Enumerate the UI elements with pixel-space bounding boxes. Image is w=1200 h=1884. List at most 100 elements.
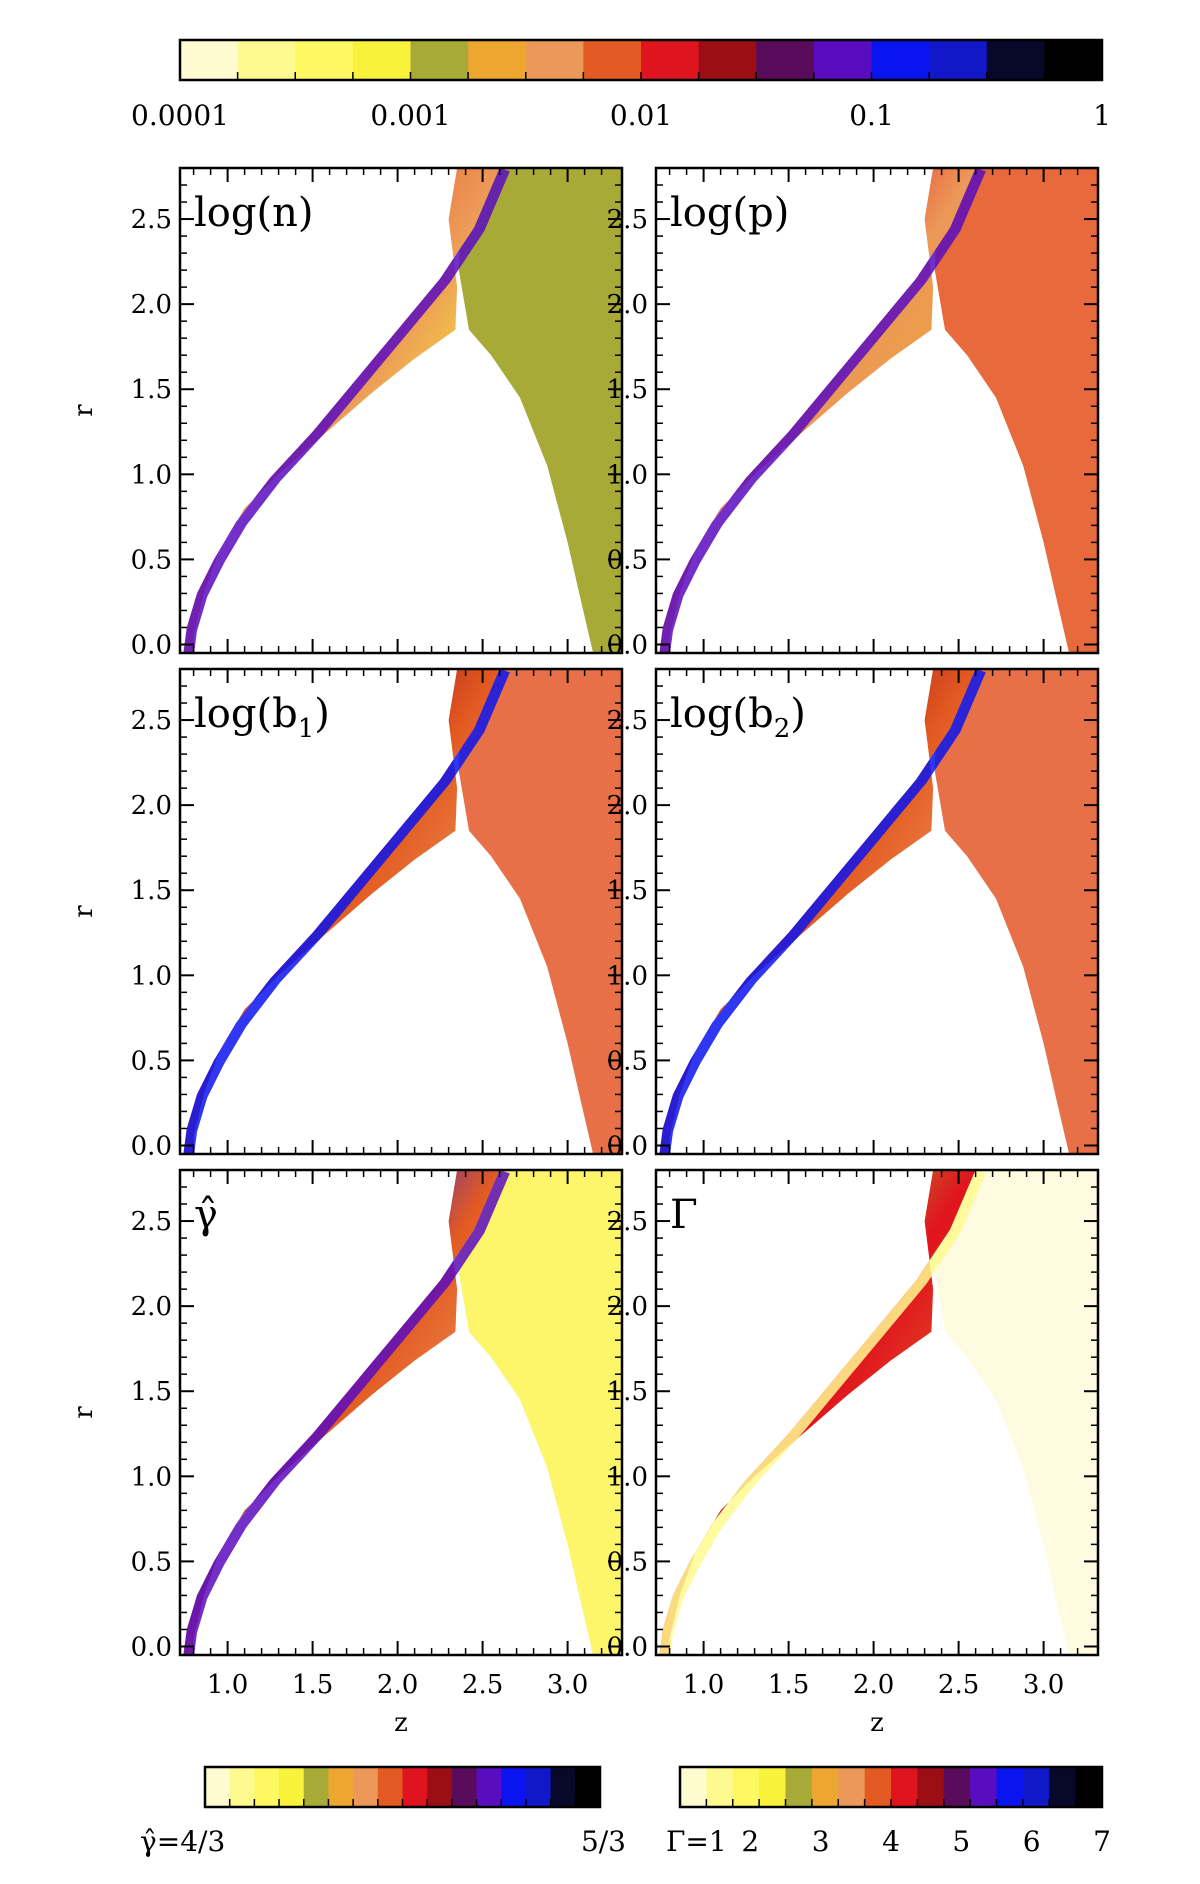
y-tick-label: 2.5 <box>607 1207 648 1237</box>
y-tick-label: 1.5 <box>131 1377 172 1407</box>
lorentz-colorbar-tick-label: 7 <box>1093 1825 1111 1858</box>
lorentz-colorbar-swatch <box>943 1767 971 1807</box>
gamma-colorbar-swatch <box>402 1767 428 1807</box>
gamma-colorbar-left-label: γ̂=4/3 <box>140 1825 225 1858</box>
top-colorbar-swatch <box>237 40 296 80</box>
x-axis-title: z <box>870 1708 884 1738</box>
lorentz-colorbar-swatch <box>996 1767 1024 1807</box>
y-tick-label: 0.5 <box>131 1046 172 1076</box>
panel-label-sub: 2 <box>774 714 791 744</box>
panel-frame <box>654 667 1100 1156</box>
top-colorbar-swatch <box>583 40 642 80</box>
x-tick-label: 1.5 <box>768 1670 809 1700</box>
panels-grid: 0.0 0.5 1.0 1.5 2.0 2.5 r log(n) 0.0 0.5 1.0 1.5 2.0… <box>69 166 1100 1738</box>
top-colorbar-tick-label: 0.001 <box>370 99 450 132</box>
lorentz-colorbar-swatch <box>1049 1767 1077 1807</box>
y-tick-label: 2.5 <box>607 205 648 235</box>
lorentz-colorbar-tick-label: 6 <box>1023 1825 1041 1858</box>
top-colorbar-swatch <box>871 40 930 80</box>
x-tick-label: 3.0 <box>547 1670 588 1700</box>
x-axis-title: z <box>394 1708 408 1738</box>
y-axis-title: r <box>69 905 99 918</box>
panel-content <box>183 1170 622 1655</box>
panel-content <box>659 1170 1098 1655</box>
panel-label-base: log(b <box>194 691 298 737</box>
panel-frame <box>654 166 1100 655</box>
lorentz-colorbar-tick-label: 3 <box>812 1825 830 1858</box>
top-colorbar-tick-label: 0.01 <box>610 99 672 132</box>
gamma-colorbar-swatch <box>279 1767 305 1807</box>
panel-label-base: log(b <box>670 691 774 737</box>
panel-content <box>183 168 622 653</box>
panel-frame <box>178 166 624 655</box>
x-tick-label: 2.0 <box>377 1670 418 1700</box>
top-colorbar-swatch <box>1044 40 1103 80</box>
x-tick-label: 1.0 <box>207 1670 248 1700</box>
y-tick-label: 0.5 <box>607 545 648 575</box>
post-shock-region <box>458 669 622 1154</box>
panel-content <box>659 168 1098 653</box>
y-tick-label: 0.0 <box>131 1131 172 1161</box>
top-colorbar-swatch <box>698 40 757 80</box>
y-tick-label: 0.5 <box>131 545 172 575</box>
y-tick-label: 2.5 <box>131 205 172 235</box>
top-colorbar-tick-label: 0.1 <box>849 99 894 132</box>
panel-content <box>183 669 622 1154</box>
gamma-colorbar-swatch <box>303 1767 329 1807</box>
top-colorbar-tick-label: 1 <box>1093 99 1111 132</box>
top-colorbar-swatch <box>525 40 584 80</box>
top-colorbar-swatch <box>295 40 354 80</box>
post-shock-region <box>934 168 1098 653</box>
y-tick-label: 1.5 <box>131 375 172 405</box>
top-colorbar: 0.0001 0.001 0.01 0.1 1 <box>131 38 1111 132</box>
gamma-colorbar-swatch <box>525 1767 552 1807</box>
lorentz-colorbar-swatch <box>917 1767 945 1807</box>
y-tick-label: 1.5 <box>131 876 172 906</box>
gamma-colorbar-swatch <box>229 1767 255 1807</box>
y-tick-label: 0.5 <box>131 1547 172 1577</box>
lorentz-colorbar-swatch <box>759 1767 786 1807</box>
gamma-colorbar-swatch <box>353 1767 379 1807</box>
panel-label: log(b1) <box>194 691 330 744</box>
gamma-colorbar-swatch <box>205 1767 231 1807</box>
y-axis-title: r <box>69 1406 99 1419</box>
post-shock-region <box>458 1170 622 1655</box>
y-tick-label: 2.0 <box>131 791 172 821</box>
y-tick-label: 0.0 <box>131 630 172 660</box>
gamma-colorbar-frame <box>203 1765 602 1809</box>
x-tick-label: 1.0 <box>683 1670 724 1700</box>
gamma-colorbar-right-label: 5/3 <box>581 1825 626 1858</box>
lorentz-colorbar-swatch <box>1022 1767 1050 1807</box>
x-tick-label: 1.5 <box>292 1670 333 1700</box>
y-tick-label: 1.0 <box>131 961 172 991</box>
top-colorbar-swatch <box>352 40 411 80</box>
y-tick-label: 0.0 <box>607 1632 648 1662</box>
panel-label: log(n) <box>194 190 313 236</box>
top-colorbar-swatch <box>641 40 700 80</box>
panel-log-b2: 0.0 0.5 1.0 1.5 2.0 2.5 log(b2) <box>607 667 1100 1161</box>
gamma-colorbar-swatch <box>328 1767 354 1807</box>
x-tick-label: 3.0 <box>1023 1670 1064 1700</box>
panel-label: Γ <box>670 1192 698 1238</box>
gamma-colorbar-swatch <box>427 1767 453 1807</box>
top-colorbar-tick-label: 0.0001 <box>131 99 229 132</box>
lorentz-colorbar-swatch <box>970 1767 997 1807</box>
panel-label-end: ) <box>314 691 330 737</box>
gamma-colorbar-swatch <box>575 1767 601 1807</box>
panel-label-sub: 1 <box>298 714 315 744</box>
panel-content <box>659 669 1098 1154</box>
gamma-colorbar-swatch <box>451 1767 478 1807</box>
y-tick-label: 1.5 <box>607 375 648 405</box>
lorentz-colorbar-frame <box>678 1765 1104 1809</box>
panel-gamma-hat: 1.0 1.5 2.0 2.5 3.0 0.0 0.5 1.0 1.5 2.0 2.5 r γ̂ <box>69 1168 624 1700</box>
gamma-colorbar-swatch <box>501 1767 527 1807</box>
y-tick-label: 0.0 <box>131 1632 172 1662</box>
y-tick-label: 2.5 <box>131 706 172 736</box>
panel-label: log(p) <box>670 190 789 236</box>
lorentz-colorbar-swatch <box>732 1767 760 1807</box>
lorentz-colorbar-swatch <box>1075 1767 1103 1807</box>
top-colorbar-swatch <box>180 40 239 80</box>
panel-frame <box>178 667 624 1156</box>
y-tick-label: 2.0 <box>607 791 648 821</box>
